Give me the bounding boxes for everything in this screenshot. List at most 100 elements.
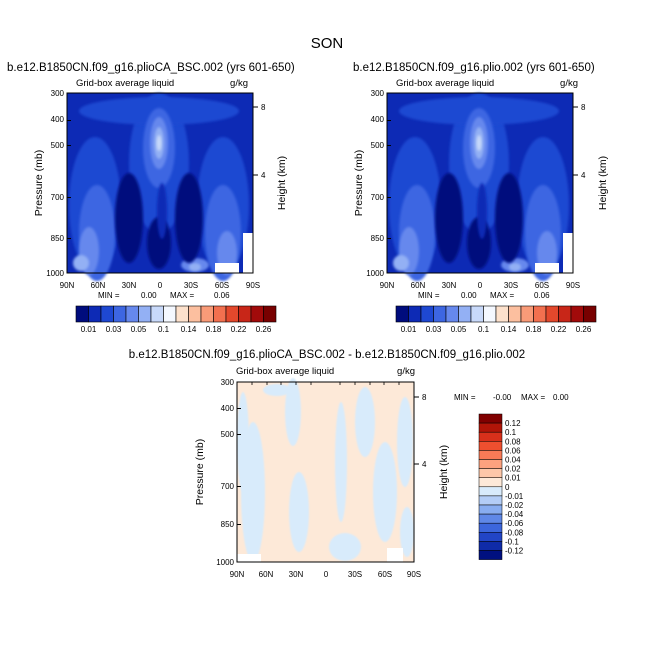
- lat-tick: 0: [324, 570, 329, 579]
- colorbar-cell: [478, 522, 503, 533]
- colorbar-cell: [100, 305, 114, 323]
- contour-band: [335, 402, 347, 522]
- pressure-tick: 1000: [46, 269, 64, 278]
- colorbar-cell: [408, 305, 422, 323]
- contour-band: [237, 392, 249, 492]
- colorbar-cell: [75, 305, 89, 323]
- contour-band: [476, 135, 482, 151]
- pressure-tick: 500: [51, 141, 65, 150]
- colorbar-label: 0.03: [106, 325, 122, 334]
- colorbar-label: 0.12: [505, 419, 521, 428]
- pressure-tick: 700: [371, 193, 385, 202]
- contour-band: [157, 183, 167, 239]
- colorbar-label: 0.22: [231, 325, 247, 334]
- units-label: g/kg: [397, 366, 415, 377]
- height-tick: 4: [422, 460, 427, 469]
- colorbar-cell: [445, 305, 459, 323]
- y-axis-label: Pressure (mb): [353, 150, 365, 217]
- colorbar-label: 0.05: [451, 325, 467, 334]
- pressure-tick: 400: [221, 404, 235, 413]
- colorbar: 0.120.10.080.060.040.020.010-0.01-0.02-0…: [478, 413, 524, 560]
- minor-ticks: [251, 382, 400, 385]
- missing-data: [237, 554, 261, 562]
- panel-right: b.e12.B1850CN.f09_g16.plio.002 (yrs 601-…: [353, 62, 609, 334]
- pressure-tick: 1000: [216, 558, 234, 567]
- latitude-axis: 90N 60N 30N 0 30S 60S 90S: [60, 281, 260, 290]
- colorbar-label: 0.14: [181, 325, 197, 334]
- contour-band: [115, 173, 143, 263]
- height-axis-label: Height (km): [597, 156, 609, 210]
- colorbar-cell: [125, 305, 139, 323]
- colorbar-label: 0.18: [206, 325, 222, 334]
- lat-tick: 60S: [378, 570, 392, 579]
- pressure-tick: 300: [371, 89, 385, 98]
- lat-tick: 30S: [348, 570, 362, 579]
- minmax-readout: MIN = 0.00 MAX = 0.06: [418, 291, 550, 300]
- colorbar-cell: [88, 305, 102, 323]
- colorbar-cell: [250, 305, 264, 323]
- lat-tick: 90S: [246, 281, 260, 290]
- variable-label: Grid-box average liquid: [396, 78, 494, 89]
- colorbar-cell: [545, 305, 559, 323]
- pressure-tick: 400: [51, 115, 65, 124]
- colorbar-label: -0.1: [505, 537, 519, 546]
- pressure-axis: 300 400 500 700 850 1000: [216, 378, 241, 567]
- colorbar-cell: [478, 541, 503, 551]
- max-value: 0.00: [553, 393, 569, 402]
- height-axis-label: Height (km): [276, 156, 288, 210]
- lat-tick: 0: [478, 281, 483, 290]
- lat-tick: 90S: [407, 570, 421, 579]
- colorbar-cell: [213, 305, 227, 323]
- contour-band: [156, 135, 162, 151]
- height-tick: 8: [261, 103, 266, 112]
- colorbar-label: 0.14: [501, 325, 517, 334]
- max-label: MAX =: [521, 393, 546, 402]
- contour-band: [509, 263, 521, 271]
- colorbar-label: -0.04: [505, 510, 524, 519]
- pressure-axis: 300 400 500 700 850 1000: [46, 89, 71, 278]
- latitude-axis: 90N 60N 30N 0 30S 60S 90S: [380, 281, 580, 290]
- panel-diff: b.e12.B1850CN.f09_g16.plioCA_BSC.002 - b…: [129, 349, 569, 579]
- lat-tick: 30N: [289, 570, 304, 579]
- variable-label: Grid-box average liquid: [76, 78, 174, 89]
- panel-title: b.e12.B1850CN.f09_g16.plioCA_BSC.002 (yr…: [7, 62, 295, 74]
- pressure-tick: 500: [371, 141, 385, 150]
- colorbar-label: -0.01: [505, 492, 524, 501]
- colorbar-label: 0.03: [426, 325, 442, 334]
- colorbar-label: 0.01: [505, 474, 521, 483]
- pressure-tick: 1000: [366, 269, 384, 278]
- colorbar-cell: [558, 305, 572, 323]
- colorbar-cell: [478, 550, 503, 560]
- plot-frame: [386, 92, 574, 274]
- colorbar-cell: [395, 305, 409, 323]
- colorbar-label: -0.02: [505, 501, 524, 510]
- colorbar-label: 0.02: [505, 465, 521, 474]
- missing-data: [215, 263, 239, 273]
- max-value: 0.06: [214, 291, 230, 300]
- pressure-tick: 700: [221, 482, 235, 491]
- colorbar-cell: [478, 422, 503, 433]
- contour-band: [393, 255, 409, 271]
- colorbar-cell: [478, 450, 503, 460]
- lat-tick: 90S: [566, 281, 580, 290]
- colorbar-cell: [508, 305, 522, 323]
- height-axis: 8 4 Height (km): [414, 393, 450, 499]
- height-tick: 8: [422, 393, 427, 402]
- pressure-tick: 850: [221, 520, 235, 529]
- colorbar-cell: [478, 495, 503, 506]
- pressure-tick: 500: [221, 430, 235, 439]
- colorbar-label: 0.1: [505, 428, 517, 437]
- colorbar-cell: [150, 305, 164, 323]
- colorbar-cell: [470, 305, 484, 323]
- pressure-tick: 300: [51, 89, 65, 98]
- height-tick: 4: [581, 171, 586, 180]
- lat-tick: 90N: [230, 570, 245, 579]
- colorbar-cell: [138, 305, 152, 323]
- contour-band: [289, 472, 309, 552]
- colorbar-cell: [200, 305, 214, 323]
- colorbar: 0.01 0.03 0.05 0.1 0.14 0.18 0.22 0.26: [395, 305, 597, 334]
- variable-label: Grid-box average liquid: [236, 366, 334, 377]
- colorbar-cell: [478, 532, 503, 542]
- colorbar-cell: [533, 305, 547, 323]
- min-label: MIN =: [98, 291, 120, 300]
